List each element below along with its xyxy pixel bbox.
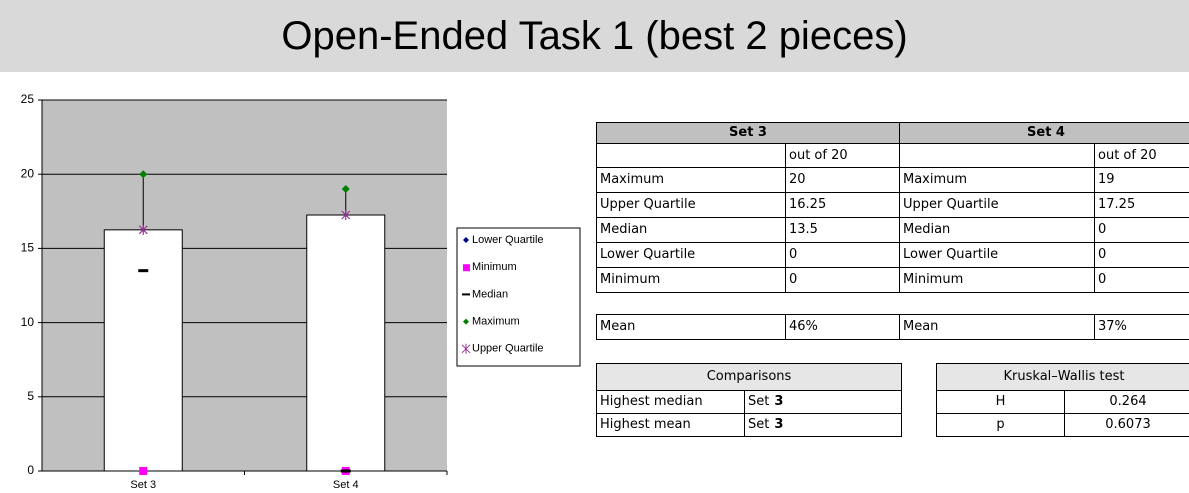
table-cell: Upper Quartile: [899, 192, 1095, 218]
table-cell: Minimum: [596, 267, 786, 293]
table-cell: 0: [785, 242, 900, 268]
table-cell: 0: [1094, 242, 1189, 268]
table-cell: 46%: [785, 314, 900, 340]
box: [306, 214, 386, 472]
marker-diamond: [341, 185, 350, 194]
table-cell: Mean: [899, 314, 1095, 340]
set-label: Set: [748, 394, 770, 409]
box: [103, 229, 183, 472]
y-tick-label: 25: [21, 92, 35, 106]
table-cell: 20: [785, 167, 900, 193]
table-cell: H: [936, 390, 1065, 414]
table-cell: 19: [1094, 167, 1189, 193]
plot-area: [42, 100, 447, 471]
x-tick-label: Set 3: [130, 479, 156, 491]
legend-label: Minimum: [472, 261, 517, 273]
table-header: Set 4: [899, 122, 1189, 144]
table-header: Kruskal–Wallis test: [936, 363, 1189, 391]
legend-marker: [463, 264, 470, 272]
y-tick-label: 0: [27, 463, 34, 477]
chart: 0 5 10 15 20 25 Set 3 Set 4 Lower Quartile Minimu…: [21, 92, 581, 491]
table-header: Comparisons: [596, 363, 902, 391]
table-cell: Maximum: [596, 167, 786, 193]
legend-label: Upper Quartile: [472, 343, 544, 355]
table-cell: [899, 143, 1095, 168]
legend-label: Lower Quartile: [472, 234, 544, 246]
table-cell: out of 20: [785, 143, 900, 168]
table-cell: Mean: [596, 314, 786, 340]
legend-label: Maximum: [472, 316, 520, 328]
table-cell: 0: [1094, 217, 1189, 243]
table-cell: Lower Quartile: [899, 242, 1095, 268]
table-cell: out of 20: [1094, 143, 1189, 168]
table-cell: Highest median: [596, 390, 745, 414]
x-tick-label: Set 4: [333, 479, 359, 491]
table-cell: p: [936, 413, 1065, 437]
legend-marker: [463, 237, 469, 243]
table-cell: Median: [899, 217, 1095, 243]
y-tick-label: 5: [27, 389, 34, 403]
table-cell: Median: [596, 217, 786, 243]
table-cell: Lower Quartile: [596, 242, 786, 268]
table-cell: Set 3: [744, 413, 902, 437]
table-cell: 37%: [1094, 314, 1189, 340]
table-cell: 0: [1094, 267, 1189, 293]
set-number: 3: [774, 417, 784, 432]
table-cell: Set 3: [744, 390, 902, 414]
table-cell: 16.25: [785, 192, 900, 218]
marker-star: [138, 224, 148, 235]
table-cell: Highest mean: [596, 413, 745, 437]
marker-square: [139, 467, 148, 475]
table-cell: [596, 143, 786, 168]
table-cell: Minimum: [899, 267, 1095, 293]
title: Open-Ended Task 1 (best 2 pieces): [0, 0, 1189, 72]
table-cell: Upper Quartile: [596, 192, 786, 218]
table-cell: 17.25: [1094, 192, 1189, 218]
marker-star: [341, 210, 351, 221]
table-cell: Maximum: [899, 167, 1095, 193]
table-cell: 13.5: [785, 217, 900, 243]
set-number: 3: [774, 394, 784, 409]
table-header: Set 3: [596, 122, 900, 144]
table-cell: 0.6073: [1064, 413, 1189, 437]
table-cell: 0.264: [1064, 390, 1189, 414]
marker-diamond: [139, 170, 148, 179]
y-tick-label: 15: [21, 241, 35, 255]
legend-marker: [461, 343, 471, 354]
y-tick-label: 20: [21, 166, 35, 180]
legend-label: Median: [472, 288, 508, 300]
table-cell: 0: [785, 267, 900, 293]
legend: [456, 227, 581, 367]
set-label: Set: [748, 417, 770, 432]
y-tick-label: 10: [21, 315, 35, 329]
legend-marker: [463, 318, 469, 325]
